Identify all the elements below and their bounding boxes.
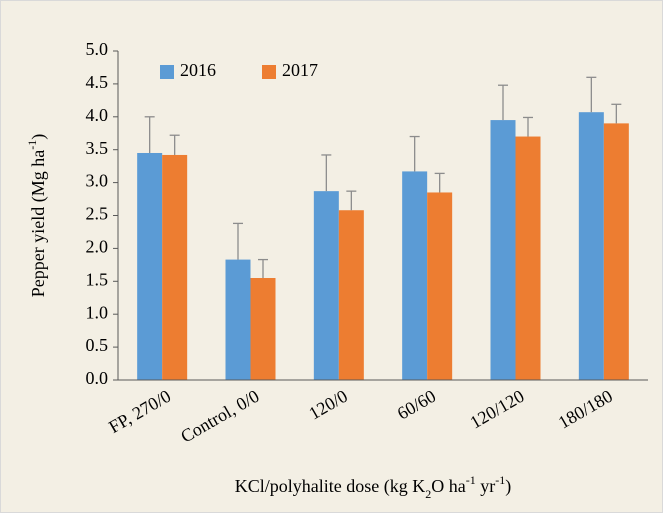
- bar: [225, 259, 251, 380]
- y-tick-label: 4.5: [86, 72, 109, 92]
- error-bar: [498, 84, 508, 121]
- bar: [137, 152, 163, 380]
- label-part: ): [28, 134, 49, 140]
- label-part: O ha: [431, 476, 466, 496]
- bar: [338, 210, 364, 380]
- y-tick-label: 1.5: [86, 269, 109, 289]
- y-tick-label: 3.5: [86, 138, 109, 158]
- legend-swatch: [160, 65, 174, 79]
- y-tick-label: 0.0: [86, 368, 109, 388]
- label-part: -1: [466, 473, 476, 487]
- bar: [603, 123, 629, 380]
- error-bar: [611, 103, 622, 124]
- error-bar: [409, 135, 420, 172]
- y-tick-label: 1.0: [86, 302, 109, 322]
- y-tick-label: 3.0: [86, 171, 109, 191]
- bar: [250, 278, 276, 380]
- bar: [427, 192, 453, 380]
- y-tick-label: 2.0: [86, 237, 109, 257]
- label-part: Pepper yield (Mg ha: [28, 150, 49, 297]
- bar: [578, 112, 604, 380]
- label-part: -1: [495, 473, 505, 487]
- y-axis-label: Pepper yield (Mg ha-1): [25, 134, 49, 297]
- bar: [162, 154, 188, 380]
- label-part: ): [505, 476, 511, 497]
- error-bar: [523, 116, 533, 137]
- error-bar: [321, 154, 332, 192]
- label-part: -1: [25, 140, 39, 150]
- error-bar: [346, 190, 357, 211]
- y-tick-label: 2.5: [86, 204, 109, 224]
- bar: [490, 120, 516, 380]
- y-tick-label: 4.0: [86, 105, 109, 125]
- legend-label: 2016: [180, 60, 216, 80]
- x-axis-label: KCl/polyhalite dose (kg K2O ha-1 yr-1): [235, 473, 511, 501]
- error-bar: [434, 172, 445, 193]
- bar: [402, 171, 428, 380]
- label-part: yr: [476, 476, 496, 496]
- error-bar: [258, 258, 268, 279]
- bar: [515, 136, 541, 380]
- label-part: 2: [425, 487, 431, 501]
- error-bar: [233, 222, 243, 260]
- legend-swatch: [262, 65, 276, 79]
- y-tick-label: 0.5: [86, 335, 109, 355]
- error-bar: [169, 134, 180, 155]
- label-part: KCl/polyhalite dose (kg K: [235, 476, 425, 497]
- error-bar: [144, 116, 155, 153]
- y-tick-label: 5.0: [86, 39, 109, 59]
- bar: [313, 191, 339, 380]
- legend-label: 2017: [282, 60, 318, 80]
- error-bar: [586, 76, 597, 113]
